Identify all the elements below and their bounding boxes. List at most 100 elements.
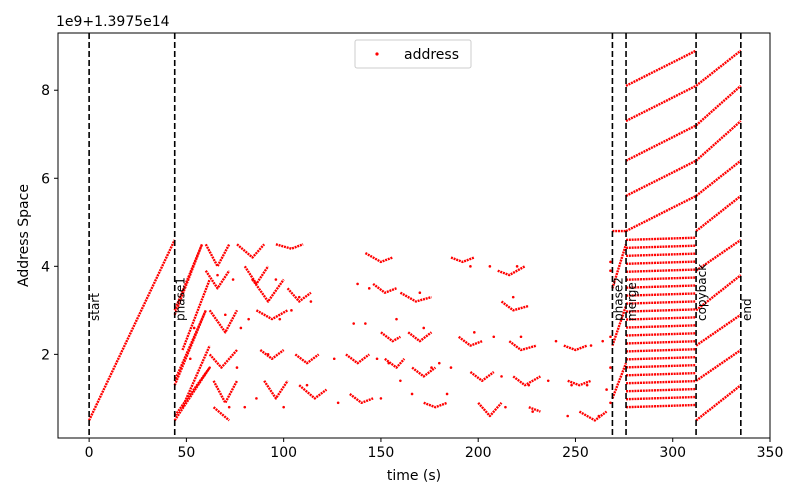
y-tick-label: 2 — [41, 347, 50, 363]
series-trace — [212, 406, 230, 422]
series-trace — [208, 349, 238, 369]
merge-trace — [626, 252, 697, 258]
data-point — [601, 339, 604, 343]
x-axis-title: time (s) — [387, 468, 441, 484]
phase-marker-label: phase1 — [174, 277, 188, 321]
series-trace — [508, 340, 537, 352]
series-trace — [259, 349, 285, 360]
legend: address — [354, 39, 472, 69]
data-point — [290, 309, 293, 312]
series-trace — [173, 366, 211, 422]
data-point — [216, 273, 219, 277]
merge-trace — [626, 268, 697, 273]
series-trace — [695, 384, 742, 422]
merge-trace — [626, 332, 697, 337]
series-trace — [695, 349, 742, 382]
series-trace — [578, 410, 608, 422]
data-point — [609, 401, 612, 405]
series-trace — [563, 344, 588, 352]
series-trace — [695, 313, 742, 347]
merge-trace — [626, 260, 697, 265]
series-trace — [695, 159, 742, 197]
series-trace — [204, 270, 231, 290]
series-trace — [263, 380, 289, 400]
data-point — [278, 317, 282, 321]
merge-trace — [626, 276, 697, 281]
data-point — [609, 269, 612, 273]
x-tick-label: 300 — [659, 445, 686, 461]
merge-trace — [626, 236, 697, 242]
data-point — [379, 397, 383, 400]
data-point — [585, 383, 589, 387]
x-tick-label: 0 — [85, 445, 94, 461]
series-trace — [497, 265, 526, 277]
data-point — [305, 383, 309, 387]
data-point — [519, 335, 523, 339]
series-trace — [399, 291, 432, 303]
data-point — [227, 405, 231, 409]
series-trace — [625, 84, 697, 123]
data-point — [609, 260, 612, 264]
data-point — [473, 331, 476, 334]
data-point — [282, 405, 285, 409]
merge-trace — [626, 403, 697, 409]
y-tick-label: 6 — [41, 171, 50, 187]
merge-trace — [626, 324, 697, 329]
series-trace — [208, 309, 239, 334]
series-trace — [625, 124, 697, 162]
series-trace — [251, 278, 285, 303]
data-layer — [88, 49, 742, 422]
data-point — [274, 278, 278, 281]
series-trace — [611, 362, 628, 399]
data-point — [492, 335, 496, 339]
data-point — [554, 339, 558, 343]
data-point — [297, 295, 301, 299]
merge-trace — [626, 284, 697, 289]
y-axis-ticks: 2 4 6 8 — [41, 83, 58, 363]
data-point — [224, 313, 227, 317]
data-point — [449, 366, 453, 369]
data-point — [566, 414, 569, 418]
data-point — [243, 405, 247, 409]
data-point — [527, 383, 531, 387]
series-trace — [625, 49, 697, 87]
data-point — [192, 326, 196, 330]
legend-marker — [375, 52, 379, 56]
data-point — [609, 366, 612, 369]
series-trace — [695, 194, 742, 233]
series-trace — [450, 256, 475, 264]
y-axis-offset-text: 1e9+1.3975e14 — [56, 14, 170, 30]
series-trace — [181, 279, 211, 351]
series-trace — [407, 331, 433, 343]
phase-markers: start phase1 phase2 merge copyback end — [88, 33, 754, 438]
x-tick-label: 200 — [465, 445, 492, 461]
data-point — [255, 397, 258, 400]
data-point — [356, 282, 359, 286]
series-trace — [181, 345, 211, 408]
merge-trace — [626, 371, 697, 377]
data-point — [609, 335, 612, 339]
series-trace — [528, 406, 541, 413]
series-trace — [625, 194, 697, 233]
series-trace — [457, 335, 483, 347]
series-trace — [469, 371, 495, 382]
data-point — [422, 326, 426, 330]
data-point — [364, 322, 367, 325]
phase-marker-label: merge — [625, 282, 639, 321]
data-point — [488, 265, 492, 268]
series-trace — [625, 159, 697, 197]
legend-box — [354, 39, 472, 69]
data-point — [188, 357, 192, 361]
merge-trace — [626, 292, 697, 297]
series-trace — [695, 274, 742, 312]
data-point — [597, 414, 601, 418]
data-point — [395, 317, 398, 321]
phase-marker-label: phase2 — [611, 277, 625, 321]
data-point — [546, 379, 550, 383]
data-point — [418, 291, 422, 295]
x-tick-label: 100 — [270, 445, 297, 461]
series-trace — [611, 243, 628, 289]
series-trace — [345, 353, 371, 365]
merge-trace — [626, 244, 697, 250]
